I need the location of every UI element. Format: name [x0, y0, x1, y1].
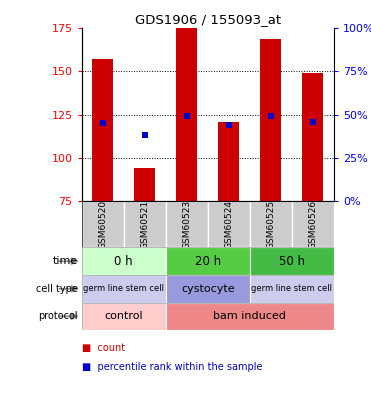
Bar — [166, 201, 208, 247]
Text: cell type: cell type — [36, 284, 78, 294]
Text: GSM60521: GSM60521 — [140, 200, 149, 249]
Text: germ line stem cell: germ line stem cell — [83, 284, 164, 293]
Text: GSM60525: GSM60525 — [266, 200, 275, 249]
Bar — [166, 275, 250, 303]
Bar — [92, 60, 113, 201]
Bar — [82, 201, 124, 247]
Bar — [166, 247, 250, 275]
Bar — [260, 39, 281, 201]
Title: GDS1906 / 155093_at: GDS1906 / 155093_at — [135, 13, 281, 26]
Text: GSM60526: GSM60526 — [308, 200, 317, 249]
Text: 20 h: 20 h — [195, 255, 221, 268]
Text: time: time — [53, 256, 78, 266]
Text: ■  count: ■ count — [82, 343, 125, 353]
Text: germ line stem cell: germ line stem cell — [252, 284, 332, 293]
Bar — [124, 201, 166, 247]
Text: bam induced: bam induced — [213, 311, 286, 321]
Text: 0 h: 0 h — [114, 255, 133, 268]
Text: ■  percentile rank within the sample: ■ percentile rank within the sample — [82, 362, 262, 371]
Bar — [292, 201, 334, 247]
Text: cystocyte: cystocyte — [181, 284, 234, 294]
Bar — [176, 28, 197, 201]
Text: GSM60524: GSM60524 — [224, 200, 233, 249]
Text: control: control — [104, 311, 143, 321]
Bar — [82, 247, 166, 275]
Bar — [82, 303, 166, 330]
Bar — [250, 275, 334, 303]
Text: 50 h: 50 h — [279, 255, 305, 268]
Bar — [208, 201, 250, 247]
Bar — [250, 201, 292, 247]
Bar — [302, 73, 324, 201]
Text: GSM60523: GSM60523 — [182, 200, 191, 249]
Bar — [82, 275, 166, 303]
Bar — [250, 247, 334, 275]
Bar — [218, 122, 239, 201]
Text: protocol: protocol — [38, 311, 78, 321]
Bar — [166, 303, 334, 330]
Text: GSM60520: GSM60520 — [98, 200, 107, 249]
Bar — [134, 168, 155, 201]
